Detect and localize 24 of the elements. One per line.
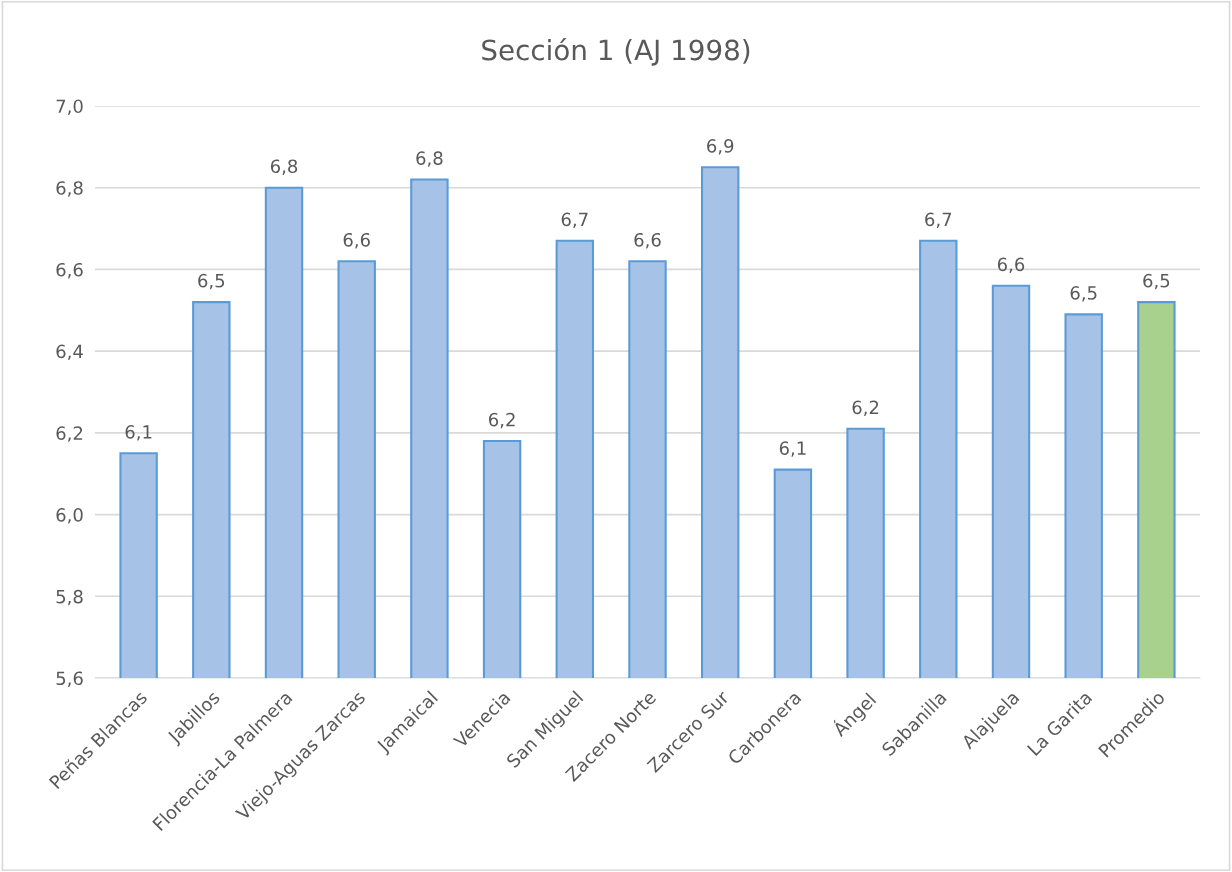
- data-label: 6,5: [198, 273, 225, 290]
- y-tick-label: 6,8: [56, 181, 83, 197]
- y-tick-label: 6,2: [56, 426, 83, 442]
- data-label: 6,2: [489, 412, 515, 429]
- data-label: 6,2: [852, 400, 879, 416]
- y-tick-label: 6,0: [56, 508, 83, 524]
- data-label: 6,1: [779, 441, 806, 457]
- data-label: 6,9: [707, 139, 734, 155]
- chart-title: Sección 1 (AJ 1998): [482, 37, 750, 66]
- y-tick-label: 6,6: [56, 262, 83, 279]
- data-label: 6,7: [925, 212, 952, 229]
- y-tick-label: 5,6: [56, 671, 83, 687]
- y-tick-label: 6,4: [56, 344, 83, 361]
- data-label: 6,5: [1143, 273, 1170, 290]
- data-label: 6,5: [1070, 286, 1097, 302]
- data-label: 6,8: [270, 159, 298, 175]
- y-tick-label: 5,8: [56, 589, 83, 606]
- y-tick-label: 7,0: [56, 99, 83, 115]
- data-label: 6,6: [343, 232, 370, 249]
- data-label: 6,1: [125, 425, 152, 441]
- data-label: 6,6: [997, 257, 1025, 273]
- data-label: 6,6: [634, 232, 661, 249]
- data-label: 6,7: [561, 212, 588, 229]
- data-label: 6,8: [416, 151, 443, 167]
